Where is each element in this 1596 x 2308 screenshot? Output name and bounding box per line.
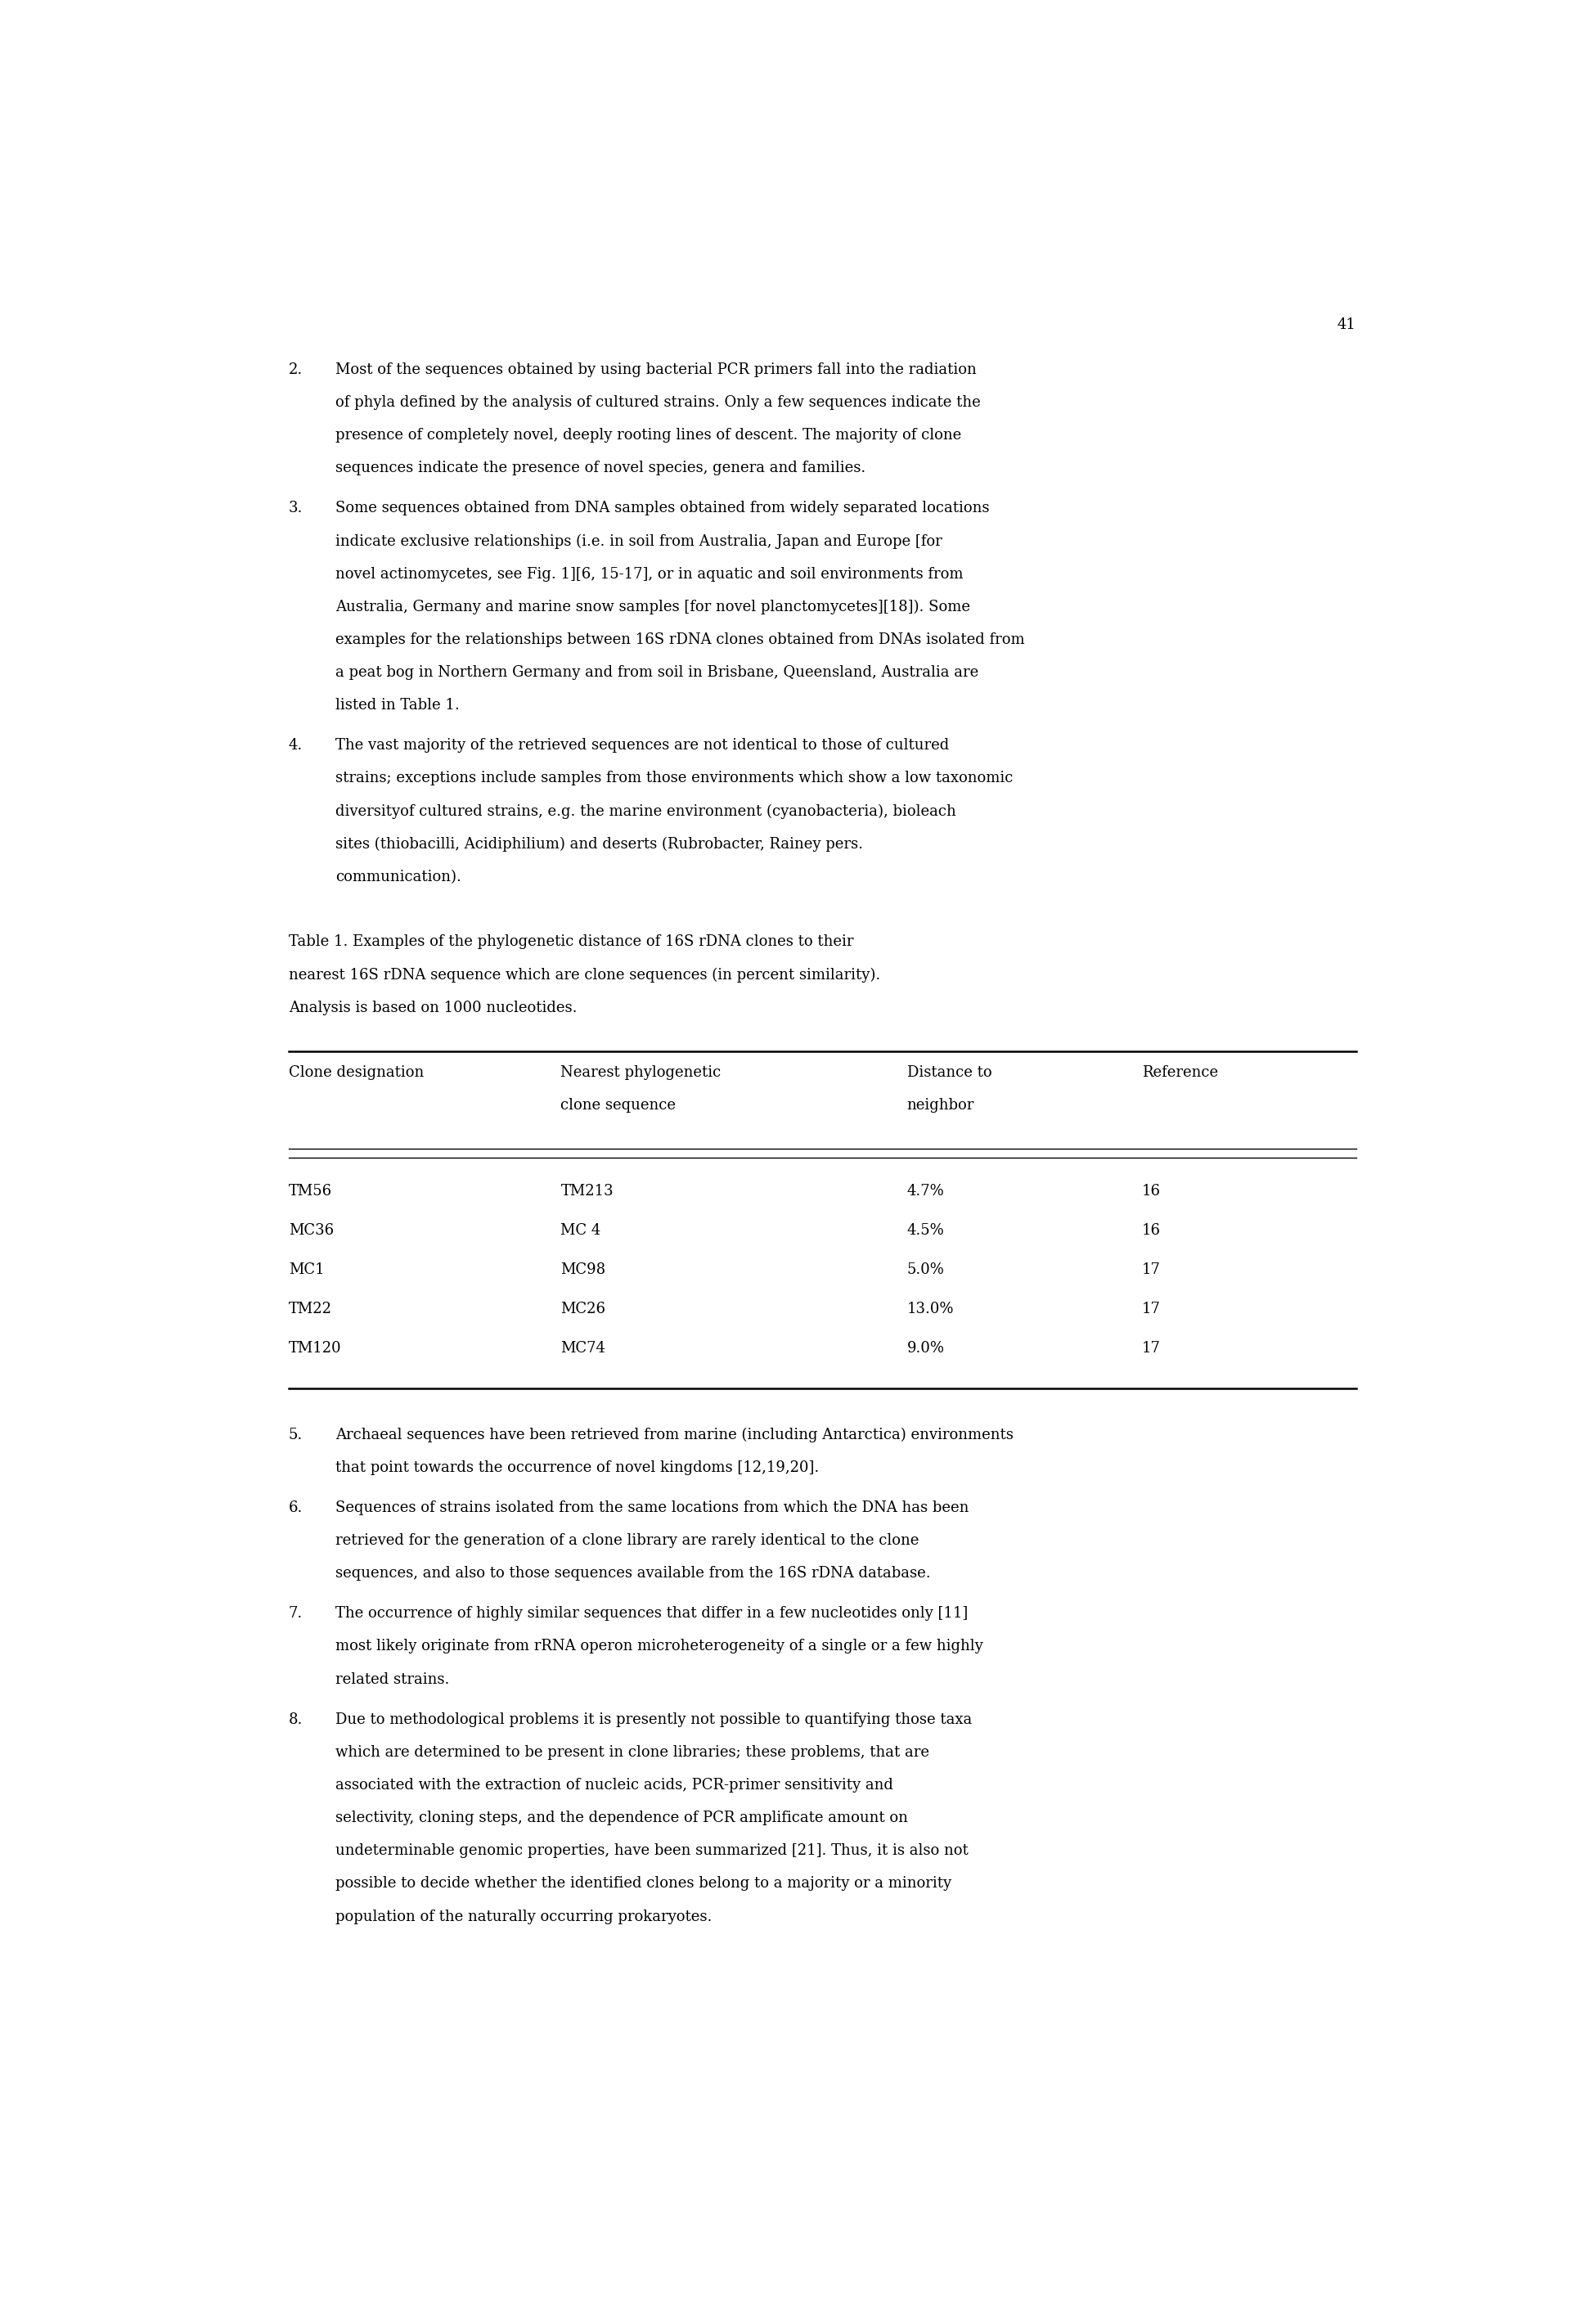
Text: possible to decide whether the identified clones belong to a majority or a minor: possible to decide whether the identifie… — [335, 1876, 951, 1890]
Text: Table 1. Examples of the phylogenetic distance of 16S rDNA clones to their: Table 1. Examples of the phylogenetic di… — [289, 935, 854, 949]
Text: presence of completely novel, deeply rooting lines of descent. The majority of c: presence of completely novel, deeply roo… — [335, 427, 961, 443]
Text: TM22: TM22 — [289, 1302, 332, 1316]
Text: diversityof cultured strains, e.g. the marine environment (cyanobacteria), biole: diversityof cultured strains, e.g. the m… — [335, 803, 956, 819]
Text: of phyla defined by the analysis of cultured strains. Only a few sequences indic: of phyla defined by the analysis of cult… — [335, 395, 982, 411]
Text: Nearest phylogenetic: Nearest phylogenetic — [560, 1064, 721, 1080]
Text: 8.: 8. — [289, 1713, 303, 1726]
Text: TM120: TM120 — [289, 1341, 342, 1355]
Text: 5.0%: 5.0% — [907, 1262, 945, 1276]
Text: MC36: MC36 — [289, 1223, 334, 1237]
Text: 4.: 4. — [289, 739, 303, 752]
Text: 3.: 3. — [289, 501, 303, 515]
Text: MC1: MC1 — [289, 1262, 324, 1276]
Text: Archaeal sequences have been retrieved from marine (including Antarctica) enviro: Archaeal sequences have been retrieved f… — [335, 1429, 1013, 1442]
Text: novel actinomycetes, see Fig. 1][6, 15-17], or in aquatic and soil environments : novel actinomycetes, see Fig. 1][6, 15-1… — [335, 568, 964, 582]
Text: strains; exceptions include samples from those environments which show a low tax: strains; exceptions include samples from… — [335, 771, 1013, 785]
Text: 4.7%: 4.7% — [907, 1184, 945, 1198]
Text: 2.: 2. — [289, 362, 303, 376]
Text: TM56: TM56 — [289, 1184, 332, 1198]
Text: MC 4: MC 4 — [560, 1223, 602, 1237]
Text: Distance to: Distance to — [907, 1064, 991, 1080]
Text: Sequences of strains isolated from the same locations from which the DNA has bee: Sequences of strains isolated from the s… — [335, 1500, 969, 1516]
Text: 9.0%: 9.0% — [907, 1341, 945, 1355]
Text: related strains.: related strains. — [335, 1671, 450, 1687]
Text: a peat bog in Northern Germany and from soil in Brisbane, Queensland, Australia : a peat bog in Northern Germany and from … — [335, 665, 978, 681]
Text: neighbor: neighbor — [907, 1099, 975, 1112]
Text: 17: 17 — [1143, 1262, 1160, 1276]
Text: indicate exclusive relationships (i.e. in soil from Australia, Japan and Europe : indicate exclusive relationships (i.e. i… — [335, 533, 942, 549]
Text: 7.: 7. — [289, 1606, 303, 1620]
Text: retrieved for the generation of a clone library are rarely identical to the clon: retrieved for the generation of a clone … — [335, 1533, 919, 1549]
Text: Australia, Germany and marine snow samples [for novel planctomycetes][18]). Some: Australia, Germany and marine snow sampl… — [335, 600, 970, 614]
Text: 13.0%: 13.0% — [907, 1302, 954, 1316]
Text: that point towards the occurrence of novel kingdoms [12,19,20].: that point towards the occurrence of nov… — [335, 1461, 819, 1475]
Text: sequences indicate the presence of novel species, genera and families.: sequences indicate the presence of novel… — [335, 462, 867, 475]
Text: The vast majority of the retrieved sequences are not identical to those of cultu: The vast majority of the retrieved seque… — [335, 739, 950, 752]
Text: Analysis is based on 1000 nucleotides.: Analysis is based on 1000 nucleotides. — [289, 999, 576, 1016]
Text: which are determined to be present in clone libraries; these problems, that are: which are determined to be present in cl… — [335, 1745, 929, 1759]
Text: 6.: 6. — [289, 1500, 303, 1516]
Text: MC74: MC74 — [560, 1341, 605, 1355]
Text: 17: 17 — [1143, 1302, 1160, 1316]
Text: most likely originate from rRNA operon microheterogeneity of a single or a few h: most likely originate from rRNA operon m… — [335, 1639, 983, 1655]
Text: TM213: TM213 — [560, 1184, 613, 1198]
Text: communication).: communication). — [335, 870, 461, 884]
Text: associated with the extraction of nucleic acids, PCR-primer sensitivity and: associated with the extraction of nuclei… — [335, 1777, 894, 1793]
Text: 17: 17 — [1143, 1341, 1160, 1355]
Text: population of the naturally occurring prokaryotes.: population of the naturally occurring pr… — [335, 1909, 712, 1925]
Text: The occurrence of highly similar sequences that differ in a few nucleotides only: The occurrence of highly similar sequenc… — [335, 1606, 969, 1620]
Text: Some sequences obtained from DNA samples obtained from widely separated location: Some sequences obtained from DNA samples… — [335, 501, 990, 515]
Text: 16: 16 — [1143, 1223, 1160, 1237]
Text: Most of the sequences obtained by using bacterial PCR primers fall into the radi: Most of the sequences obtained by using … — [335, 362, 977, 376]
Text: sequences, and also to those sequences available from the 16S rDNA database.: sequences, and also to those sequences a… — [335, 1567, 930, 1581]
Text: 5.: 5. — [289, 1429, 303, 1442]
Text: examples for the relationships between 16S rDNA clones obtained from DNAs isolat: examples for the relationships between 1… — [335, 632, 1025, 646]
Text: listed in Table 1.: listed in Table 1. — [335, 697, 460, 713]
Text: sites (thiobacilli, Acidiphilium) and deserts (Rubrobacter, Rainey pers.: sites (thiobacilli, Acidiphilium) and de… — [335, 838, 863, 852]
Text: 16: 16 — [1143, 1184, 1160, 1198]
Text: nearest 16S rDNA sequence which are clone sequences (in percent similarity).: nearest 16S rDNA sequence which are clon… — [289, 967, 881, 983]
Text: undeterminable genomic properties, have been summarized [21]. Thus, it is also n: undeterminable genomic properties, have … — [335, 1844, 969, 1858]
Text: Reference: Reference — [1143, 1064, 1218, 1080]
Text: Due to methodological problems it is presently not possible to quantifying those: Due to methodological problems it is pre… — [335, 1713, 972, 1726]
Text: clone sequence: clone sequence — [560, 1099, 677, 1112]
Text: MC98: MC98 — [560, 1262, 606, 1276]
Text: selectivity, cloning steps, and the dependence of PCR amplificate amount on: selectivity, cloning steps, and the depe… — [335, 1812, 908, 1826]
Text: 41: 41 — [1337, 319, 1357, 332]
Text: MC26: MC26 — [560, 1302, 605, 1316]
Text: Clone designation: Clone designation — [289, 1064, 425, 1080]
Text: 4.5%: 4.5% — [907, 1223, 945, 1237]
